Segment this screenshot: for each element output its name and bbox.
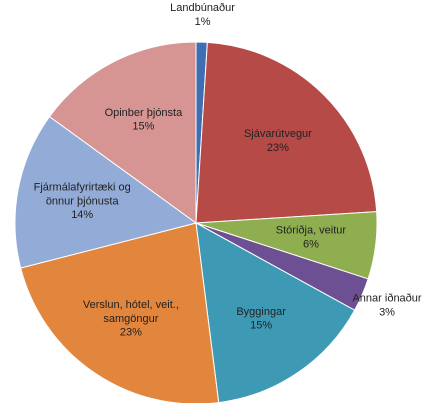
- slice-value: 3%: [379, 307, 395, 319]
- pie-slice: [48, 41, 197, 224]
- label-line: Opinber þjónsta: [105, 107, 184, 119]
- slice-label: Fjármálafyrirtæki og önnur þjónusta: [34, 181, 131, 207]
- label-line: Annar iðnaður: [352, 293, 421, 305]
- slice-label: Annar iðnaður: [352, 293, 421, 305]
- pie-slice: [14, 115, 198, 269]
- slice-value: 14%: [71, 209, 93, 221]
- slice-value: 1%: [195, 16, 211, 28]
- slice-label: Byggingar: [236, 306, 286, 318]
- label-line: Byggingar: [236, 306, 286, 318]
- slice-value: 15%: [132, 121, 154, 133]
- label-line: Fjármálafyrirtæki og: [34, 181, 131, 193]
- slice-label: Landbúnaður: [170, 2, 235, 14]
- slice-label: Stóriðja, veitur: [276, 224, 347, 236]
- slice-value: 15%: [250, 320, 272, 332]
- label-line: Verslun, hótel, veit.,: [83, 299, 179, 311]
- label-line: Stóriðja, veitur: [276, 224, 347, 236]
- label-line: önnur þjónusta: [46, 195, 120, 207]
- pie-slice: [195, 222, 356, 404]
- slice-value: 6%: [303, 238, 319, 250]
- slice-label: Sjávarútvegur: [244, 128, 312, 140]
- slice-value: 23%: [120, 327, 142, 339]
- slice-value: 23%: [267, 142, 289, 154]
- slice-label: Opinber þjónsta: [105, 107, 184, 119]
- label-line: samgöngur: [103, 313, 158, 325]
- pie-slice: [195, 41, 378, 224]
- label-line: Sjávarútvegur: [244, 128, 312, 140]
- slice-label: Verslun, hótel, veit., samgöngur: [83, 299, 179, 325]
- label-line: Landbúnaður: [170, 2, 235, 14]
